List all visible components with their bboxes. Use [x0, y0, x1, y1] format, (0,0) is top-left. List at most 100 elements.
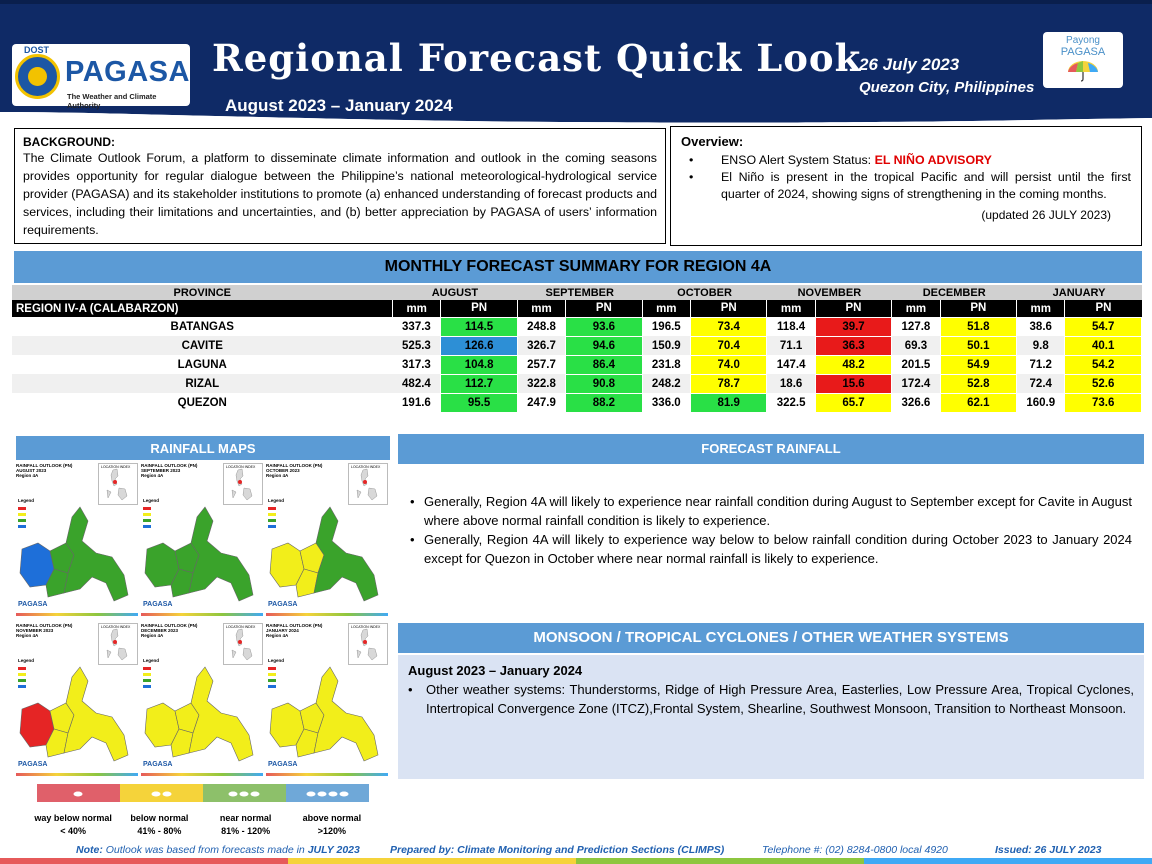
province-name: LAGUNA — [177, 358, 227, 371]
mm-value: 337.3 — [402, 320, 431, 333]
region-label: REGION IV-A (CALABARZON) — [12, 300, 393, 317]
header-background — [0, 0, 1152, 125]
map-color-strip — [141, 613, 263, 616]
background-box: BACKGROUND: The Climate Outlook Forum, a… — [14, 128, 666, 244]
province-map — [144, 506, 254, 602]
map-legend: Legend — [18, 649, 48, 691]
map-title: RAINFALL OUTLOOK (PN) OCTOBER 2023 Region … — [266, 463, 322, 478]
pn-value: 93.6 — [565, 316, 643, 337]
rainfall-map: RAINFALL OUTLOOK (PN) NOVEMBER 2023 Region… — [16, 621, 140, 779]
province-map — [19, 666, 129, 762]
mm-value: 147.4 — [776, 358, 806, 371]
map-legend-label: Legend — [18, 658, 35, 663]
month-header: OCTOBER — [642, 285, 767, 300]
pagasa-seal-icon — [15, 54, 60, 99]
location-index-label: LOCATION INDEX — [226, 625, 256, 629]
footer-strip-red — [0, 858, 288, 864]
province-map — [19, 506, 129, 602]
mm-value: 9.8 — [1016, 336, 1065, 355]
map-color-strip — [16, 773, 138, 776]
location-index-inset: LOCATION INDEX — [98, 463, 138, 505]
logo-dost: DOST — [24, 45, 50, 55]
map-region: Region 4A — [266, 633, 289, 638]
pn-value: 112.7 — [440, 373, 518, 394]
footer-note-label: Note: — [76, 844, 103, 856]
mm-column-label: mm — [641, 300, 691, 317]
mm-value: 322.5 — [776, 396, 806, 409]
map-legend: Legend — [143, 649, 173, 691]
scale-label-range: 81% - 120% — [221, 826, 271, 836]
pn-value: 50.1 — [939, 335, 1018, 356]
footer-note-text: Outlook was based from forecasts made in — [102, 844, 308, 856]
pn-value: 114.5 — [440, 316, 518, 337]
overview-box: Overview: ENSO Alert System Status: EL N… — [670, 126, 1142, 246]
pn-value: 62.1 — [939, 392, 1018, 413]
map-legend-label: Legend — [18, 498, 35, 503]
mm-value: 525.3 — [392, 336, 441, 355]
month-header: JANUARY — [1016, 285, 1142, 300]
scale-label-range: 41% - 80% — [137, 826, 182, 836]
pn-value: 81.9 — [689, 392, 768, 413]
scale-label-name: above normal — [302, 813, 362, 823]
payong-line1: Payong — [1066, 35, 1100, 46]
map-pagasa-logo: PAGASA — [268, 601, 298, 608]
map-title-prefix: RAINFALL OUTLOOK (PN) — [141, 463, 198, 468]
payong-line2: PAGASA — [1060, 46, 1106, 58]
map-pagasa-logo: PAGASA — [18, 761, 48, 768]
background-text: The Climate Outlook Forum, a platform to… — [23, 151, 657, 237]
monthly-forecast-table: PROVINCE AUGUST SEPTEMBER OCTOBER NOVEMBER D… — [12, 285, 1142, 413]
scale-label: way below normal < 40% — [30, 812, 116, 838]
monsoon-period: August 2023 – January 2024 — [408, 663, 583, 678]
map-title-prefix: RAINFALL OUTLOOK (PN) — [141, 623, 198, 628]
map-color-strip — [16, 613, 138, 616]
map-legend-label: Legend — [143, 658, 160, 663]
month-header: SEPTEMBER — [517, 285, 643, 300]
footer-telephone: Telephone #: (02) 8284-0800 local 4920 — [762, 844, 948, 856]
map-region: Region 4A — [16, 473, 39, 478]
map-title-prefix: RAINFALL OUTLOOK (PN) — [266, 623, 323, 628]
pagasa-logo: DOST PAGASA The Weather and Climate Auth… — [12, 44, 190, 110]
province-map — [144, 666, 254, 762]
pn-value: 73.6 — [1064, 392, 1142, 413]
enso-status-prefix: ENSO Alert System Status: — [721, 153, 875, 167]
pn-column-label: PN — [814, 300, 892, 317]
table-row: RIZAL 482.4 112.7 322.8 90.8 248.2 78.7 18.6 15.… — [12, 373, 1142, 394]
location-index-label: LOCATION INDEX — [351, 625, 381, 629]
map-month: OCTOBER 2023 — [266, 468, 300, 473]
scale-label-name: below normal — [130, 813, 189, 823]
pn-value: 54.7 — [1064, 316, 1142, 337]
enso-status-value: EL NIÑO ADVISORY — [874, 153, 992, 167]
rainfall-scale-labels: way below normal < 40% below normal 41% - 8… — [30, 812, 375, 838]
mm-value: 336.0 — [651, 396, 681, 409]
month-header: AUGUST — [392, 285, 518, 300]
map-region: Region 4A — [16, 633, 39, 638]
pn-value: 65.7 — [814, 392, 893, 413]
monsoon-bullet: Other weather systems: Thunderstorms, Ri… — [408, 680, 1134, 718]
rainfall-maps-title: RAINFALL MAPS — [16, 436, 390, 460]
pn-value: 70.4 — [689, 335, 768, 356]
background-label: BACKGROUND: — [23, 135, 115, 149]
scale-label-range: >120% — [317, 826, 347, 836]
pn-value: 48.2 — [814, 354, 893, 375]
pn-column-label: PN — [939, 300, 1017, 317]
cloud-icon — [151, 791, 171, 797]
map-month: DECEMBER 2023 — [141, 628, 179, 633]
location-index-label: LOCATION INDEX — [226, 465, 256, 469]
scale-label: near normal 81% - 120% — [203, 812, 289, 838]
forecast-rainfall-title: FORECAST RAINFALL — [398, 434, 1144, 464]
map-region: Region 4A — [141, 633, 164, 638]
table-row: LAGUNA 317.3 104.8 257.7 86.4 231.8 74.0 147.4 4… — [12, 354, 1142, 375]
scale-label-range: < 40% — [60, 826, 87, 836]
payong-pagasa-logo: Payong PAGASA — [1043, 32, 1123, 88]
scale-swatch — [203, 784, 286, 802]
scale-swatch — [286, 784, 369, 802]
pn-value: 36.3 — [814, 335, 893, 356]
map-legend-label: Legend — [143, 498, 160, 503]
map-title: RAINFALL OUTLOOK (PN) NOVEMBER 2023 Region… — [16, 623, 72, 638]
map-legend-label: Legend — [268, 658, 285, 663]
map-title-prefix: RAINFALL OUTLOOK (PN) — [16, 463, 73, 468]
footer-color-strip — [0, 858, 1152, 864]
location-index-inset: LOCATION INDEX — [223, 463, 263, 505]
footer-note-month: JULY 2023 — [307, 844, 360, 856]
pn-column-label: PN — [1064, 300, 1142, 317]
